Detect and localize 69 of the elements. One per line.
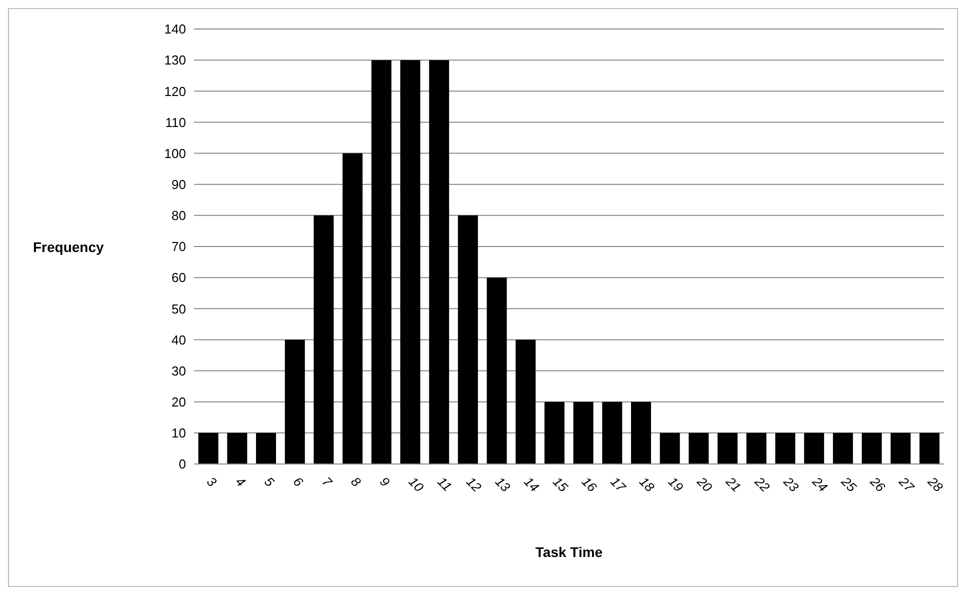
bar [832, 432, 853, 464]
x-tick-label: 7 [319, 474, 336, 490]
x-tick-label: 28 [924, 473, 946, 496]
x-tick-label: 17 [608, 474, 630, 496]
y-tick-label: 60 [172, 270, 186, 286]
x-tick-label: 24 [808, 473, 830, 495]
x-tick-label: 26 [866, 473, 889, 496]
y-tick-label: 140 [164, 22, 186, 37]
y-tick-label: 100 [164, 146, 186, 161]
bar [429, 60, 450, 464]
y-tick-label: 30 [172, 363, 186, 378]
bar [458, 215, 478, 464]
x-tick-label: 11 [434, 474, 455, 494]
y-tick-label: 0 [178, 456, 186, 472]
x-tick-label: 19 [665, 474, 686, 495]
x-tick-label: 5 [262, 474, 278, 490]
bar [486, 278, 507, 464]
bar [688, 432, 709, 464]
x-tick-label: 10 [406, 474, 428, 496]
bar [775, 432, 796, 464]
y-tick-label: 90 [172, 176, 186, 192]
x-tick-label: 14 [521, 474, 542, 495]
bar [919, 432, 940, 464]
bar [227, 432, 248, 464]
x-tick-label: 23 [780, 473, 802, 496]
x-tick-label: 9 [376, 474, 393, 490]
bar [342, 153, 363, 464]
y-tick-label: 130 [164, 52, 186, 68]
bar [573, 402, 594, 464]
x-tick-label: 27 [895, 473, 918, 496]
x-tick-label: 3 [204, 474, 220, 490]
bar [804, 432, 824, 464]
y-tick-label: 120 [164, 84, 186, 99]
x-tick-label: 21 [722, 473, 744, 495]
bar [314, 215, 334, 464]
x-tick-label: 16 [578, 474, 600, 496]
y-tick-label: 20 [172, 394, 186, 410]
x-tick-label: 18 [636, 474, 658, 496]
x-tick-label: 12 [463, 474, 485, 496]
bar [198, 432, 218, 464]
y-tick-label: 10 [172, 426, 186, 441]
x-tick-label: 25 [838, 473, 860, 496]
x-tick-label: 22 [751, 473, 774, 496]
bar [516, 340, 536, 464]
y-tick-label: 70 [172, 239, 186, 254]
x-tick-label: 8 [348, 474, 364, 490]
bar [544, 402, 564, 464]
x-tick-label: 13 [492, 474, 514, 496]
bar [284, 340, 305, 464]
bar [631, 402, 652, 464]
x-axis-title: Task Time [534, 544, 604, 560]
x-tick-label: 20 [694, 473, 716, 496]
y-tick-label: 50 [172, 301, 186, 316]
bar [890, 432, 911, 464]
x-tick-label: 6 [290, 474, 307, 490]
x-tick-label: 4 [232, 474, 248, 490]
bar [746, 432, 766, 464]
y-axis-title: Frequency [33, 239, 104, 255]
y-tick-label: 80 [172, 208, 186, 224]
x-tick-label: 15 [550, 474, 572, 496]
bar [602, 402, 622, 464]
bar [256, 432, 276, 464]
bar [371, 60, 392, 464]
bar [718, 432, 738, 464]
bar [660, 432, 680, 464]
y-tick-label: 40 [172, 332, 186, 348]
bar [862, 432, 882, 464]
y-tick-label: 110 [165, 114, 186, 130]
bar [400, 60, 420, 464]
